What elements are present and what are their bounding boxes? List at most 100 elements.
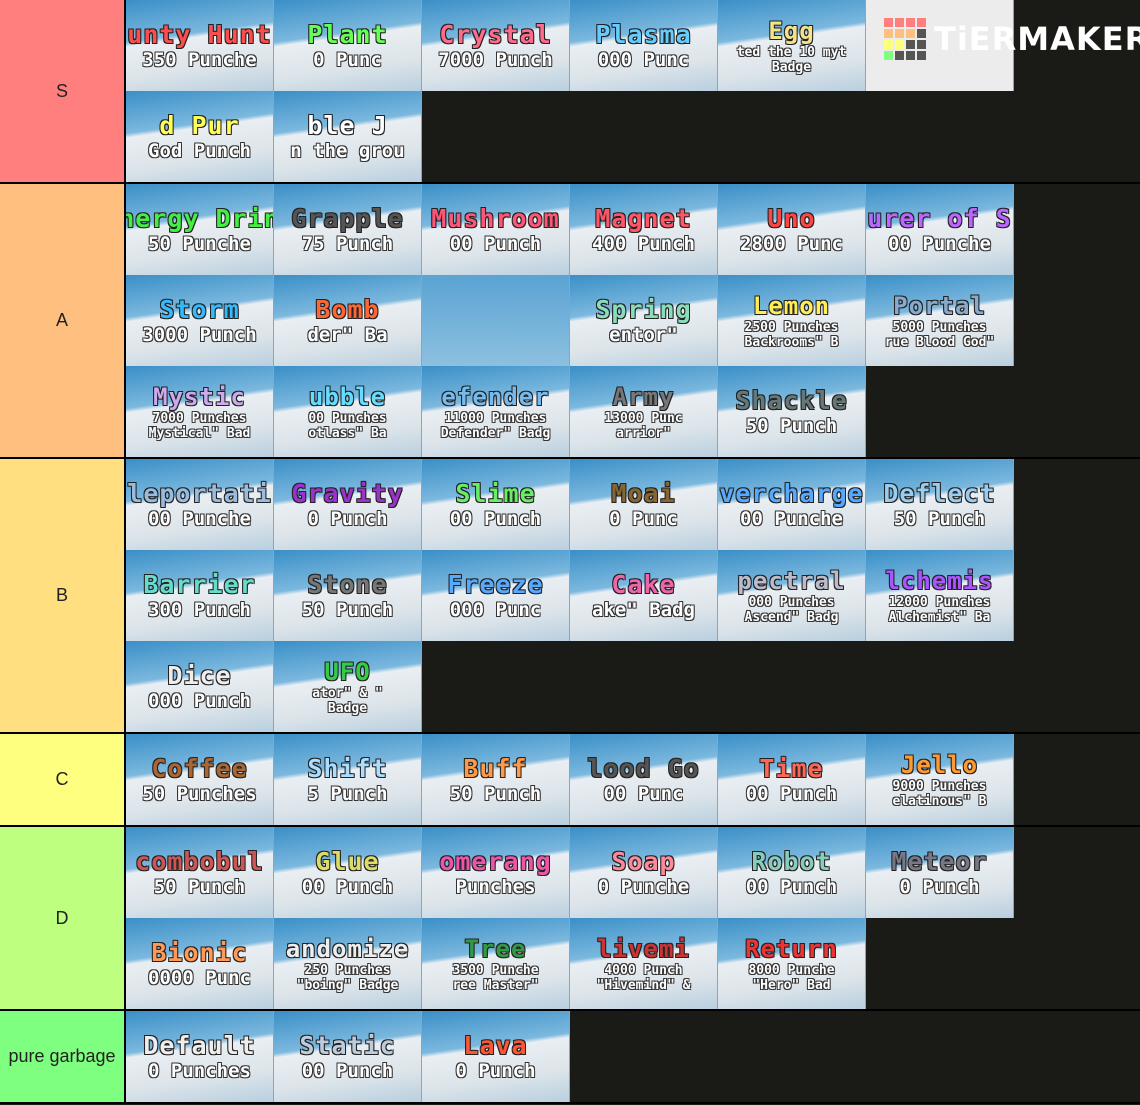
item-caption: 300 Punch (148, 599, 251, 621)
item-caption: "Hero" Bad (752, 977, 831, 993)
item-title: Freeze (447, 570, 544, 599)
tier-item: leportati 00 Punche (126, 459, 274, 550)
item-title: d Pur (159, 111, 240, 140)
tier-item: Army 13000 Punc arrior" (570, 366, 718, 457)
item-caption: 250 Punches (304, 962, 391, 978)
item-caption: 0 Punch (899, 876, 980, 898)
item-title: ubble (308, 382, 387, 411)
item-title: lood Go (587, 754, 700, 783)
tier-label: A (0, 184, 126, 457)
item-title: Storm (159, 295, 240, 324)
tier-item: omerang Punches (422, 827, 570, 918)
item-caption: 8000 Punche (748, 962, 835, 978)
tier-item: Portal 5000 Punches rue Blood God" (866, 275, 1014, 366)
tier-item: Barrier 300 Punch (126, 550, 274, 641)
tier-item: combobul 50 Punch (126, 827, 274, 918)
item-caption: rue Blood God" (884, 334, 995, 350)
item-caption: 000 Punch (148, 690, 251, 712)
item-caption: elatinous" B (892, 793, 987, 809)
item-caption: 50 Punches (142, 783, 257, 805)
tier-item: Mystic 7000 Punches Mystical" Bad (126, 366, 274, 457)
tier-item: Lemon 2500 Punches Backrooms" B (718, 275, 866, 366)
tier-item: Return 8000 Punche "Hero" Bad (718, 918, 866, 1009)
item-caption: 00 Punch (301, 876, 394, 898)
item-title: unty Hunt (127, 20, 272, 49)
item-caption: 12000 Punches (888, 594, 991, 610)
item-caption: 50 Punch (893, 508, 986, 530)
item-caption: 00 Punches (308, 410, 387, 426)
tier-item: Buff 50 Punch (422, 734, 570, 825)
tier-item: Static 00 Punch (274, 1011, 422, 1102)
item-title: Crystal (439, 20, 552, 49)
tier-items: leportati 00 Punche Gravity 0 Punch Slime 00 … (126, 459, 1014, 732)
tier-item: Uno 2800 Punc (718, 184, 866, 275)
tier-label: C (0, 734, 126, 825)
item-caption: Mystical" Bad (148, 425, 251, 441)
item-title: Lemon (752, 291, 831, 320)
item-caption: 5 Punch (307, 783, 388, 805)
item-title: andomize (285, 934, 410, 963)
tier-item: Dice 000 Punch (126, 641, 274, 732)
item-title: ble J (307, 111, 388, 140)
item-caption: 0 Punch (455, 1060, 536, 1082)
tier-row: pure garbage Default 0 Punches Static 00 Pun… (0, 1011, 1140, 1104)
tier-item: Robot 00 Punch (718, 827, 866, 918)
item-caption: 50 Punche (148, 233, 251, 255)
item-caption: 0 Punc (313, 49, 382, 71)
item-caption: 4000 Punch (604, 962, 683, 978)
tier-item: Stone 50 Punch (274, 550, 422, 641)
tier-item: Spring entor" (570, 275, 718, 366)
tier-item: Deflect 50 Punch (866, 459, 1014, 550)
item-caption: der" Ba (307, 324, 388, 346)
tier-item: Slime 00 Punch (422, 459, 570, 550)
item-title: Static (299, 1031, 396, 1060)
tier-item: livemi 4000 Punch "Hivemind" & (570, 918, 718, 1009)
tier-item: Coffee 50 Punches (126, 734, 274, 825)
item-caption: 9000 Punches (892, 778, 987, 794)
tier-item: Plant 0 Punc (274, 0, 422, 91)
tier-item: ubble 00 Punches otlass" Ba (274, 366, 422, 457)
item-title: combobul (135, 847, 264, 876)
tier-item: Shift 5 Punch (274, 734, 422, 825)
item-title: Lava (463, 1031, 528, 1060)
tier-item: Bionic 0000 Punc (126, 918, 274, 1009)
item-caption: "boing" Badge (296, 977, 399, 993)
item-caption: Alchemist" Ba (888, 609, 991, 625)
item-caption: 00 Punch (745, 783, 838, 805)
tier-item: lchemis 12000 Punches Alchemist" Ba (866, 550, 1014, 641)
item-title: Shackle (735, 386, 848, 415)
item-caption: Defender" Badg (440, 425, 551, 441)
item-title: Bionic (151, 938, 248, 967)
item-caption: 000 Punc (597, 49, 690, 71)
item-caption: ake" Badg (592, 599, 695, 621)
tier-item: unty Hunt 350 Punche (126, 0, 274, 91)
item-caption: "Hivemind" & (596, 977, 691, 993)
item-title: nergy Drin (126, 204, 274, 233)
item-caption: Badge (327, 700, 368, 716)
tier-item: Glue 00 Punch (274, 827, 422, 918)
item-caption: 0 Punche (597, 876, 690, 898)
item-caption: 2500 Punches (744, 319, 839, 335)
item-title: Soap (611, 847, 676, 876)
item-title: Egg (768, 16, 815, 45)
item-caption: God Punch (148, 140, 251, 162)
item-caption: 000 Punc (449, 599, 542, 621)
item-title: Mushroom (431, 204, 560, 233)
item-title: vercharge (719, 479, 864, 508)
tier-items: unty Hunt 350 Punche Plant 0 Punc Crystal 700… (126, 0, 1014, 182)
item-title: livemi (597, 934, 690, 963)
tier-row: C Coffee 50 Punches Shift 5 Punch Buff 50 Punc… (0, 734, 1140, 827)
item-title: Robot (751, 847, 832, 876)
item-title: Tree (464, 934, 527, 963)
tier-item: nergy Drin 50 Punche (126, 184, 274, 275)
item-caption: 7000 Punches (152, 410, 247, 426)
tier-item: andomize 250 Punches "boing" Badge (274, 918, 422, 1009)
tier-item: Gravity 0 Punch (274, 459, 422, 550)
item-caption: ree Master" (452, 977, 539, 993)
item-title: urer of S (867, 204, 1012, 233)
item-title: Magnet (595, 204, 692, 233)
item-title: Coffee (151, 754, 248, 783)
tier-item: Mushroom 00 Punch (422, 184, 570, 275)
